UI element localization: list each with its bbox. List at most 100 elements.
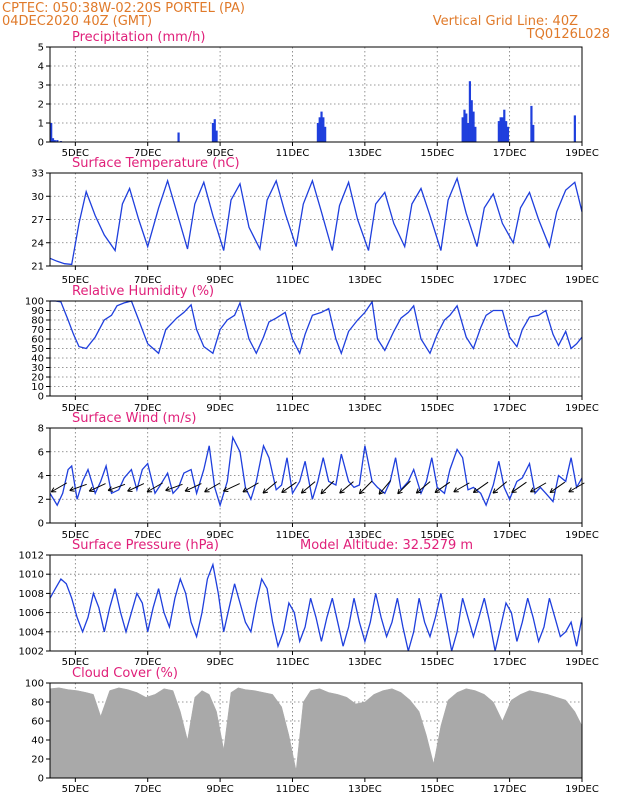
precip-bar [213,119,216,142]
panel-3: Surface Wind (m/s) 0 2 4 6 8 5DEC 7DEC 9DEC 11DEC… [38,411,599,541]
y-tick-label: 1006 [19,608,44,619]
x-tick-label: 9DEC [206,530,233,541]
y-tick-label: 1008 [19,589,44,600]
x-tick-label: 15DEC [420,530,454,541]
y-tick-label: 1 [38,119,44,130]
plot-frame [49,300,583,397]
precip-bar [499,117,502,142]
x-tick-label: 19DEC [565,275,599,286]
precip-bar [497,121,500,142]
wind-arrow-head [107,486,114,492]
x-tick-label: 5DEC [62,657,89,668]
x-tick-label: 19DEC [565,148,599,159]
precip-bar [320,111,323,142]
x-tick-label: 15DEC [420,148,454,159]
cloud-area [49,687,583,779]
x-tick-label: 5DEC [62,784,89,795]
y-tick-label: 50 [31,344,44,355]
wind-arrow-head [50,487,57,493]
wind-arrow [320,480,335,495]
x-tick-label: 19DEC [565,784,599,795]
wind-arrow [184,483,202,492]
wind-arrow [397,480,411,495]
precip-bar [211,123,215,142]
series-line [49,435,583,508]
wind-arrow-head [242,487,248,493]
wind-arrow [242,482,259,493]
y-tick-label: 21 [31,262,44,273]
wind-arrow-head [358,488,365,495]
y-tick-label: 4 [38,62,44,73]
precip-bar [573,115,576,142]
y-tick-label: 80 [31,698,44,709]
wind-arrow-head [397,488,403,495]
precip-bar [468,81,472,142]
x-tick-label: 11DEC [276,657,310,668]
x-tick-label: 7DEC [134,403,161,414]
precip-bar [505,121,508,142]
precip-bar [322,117,325,142]
x-tick-label: 9DEC [206,403,233,414]
wind-arrow [204,482,221,493]
precip-bar [503,109,506,142]
precip-bar [463,109,466,142]
wind-arrow-head [320,488,326,495]
x-tick-label: 7DEC [134,148,161,159]
precip-bar [215,130,218,142]
vertical-grid-label: Vertical Grid Line: 40Z [433,14,578,29]
x-tick-label: 13DEC [348,530,382,541]
y-tick-label: 1010 [19,570,44,581]
x-tick-label: 17DEC [493,784,527,795]
wind-arrow-head [549,487,556,494]
wind-arrow [492,481,508,494]
precip-bar [461,117,464,142]
x-tick-label: 17DEC [493,657,527,668]
x-tick-label: 13DEC [348,403,382,414]
x-tick-label: 15DEC [420,657,454,668]
precip-bar [316,123,320,142]
y-tick-label: 10 [31,382,44,393]
y-tick-label: 4 [38,471,44,482]
y-tick-label: 70 [31,325,44,336]
precip-bar [53,140,56,142]
y-tick-label: 60 [31,335,44,346]
y-tick-label: 0 [38,774,44,785]
y-tick-label: 30 [31,192,44,203]
y-tick-label: 33 [31,169,44,180]
plot-frame [49,427,583,524]
x-tick-label: 5DEC [62,403,89,414]
wind-arrow-head [127,486,133,492]
precip-bar [472,111,475,142]
x-tick-label: 7DEC [134,530,161,541]
y-tick-label: 20 [31,755,44,766]
wind-arrow-head [530,487,536,493]
x-tick-label: 19DEC [565,657,599,668]
y-tick-label: 1002 [19,647,44,658]
y-tick-label: 40 [31,354,44,365]
wind-arrow-head [165,486,171,492]
series-line [49,176,583,266]
x-tick-label: 5DEC [62,148,89,159]
model-id-label: TQ0126L028 [526,27,610,42]
wind-arrow [146,482,163,493]
y-tick-label: 100 [25,679,44,690]
x-tick-label: 13DEC [348,148,382,159]
y-tick-label: 90 [31,306,44,317]
wind-arrow [127,483,145,492]
wind-arrow [262,481,278,494]
y-tick-label: 8 [38,424,44,435]
wind-arrow [339,481,354,494]
y-tick-label: 0 [38,392,44,403]
wind-arrow [89,483,106,492]
wind-arrow [69,483,87,491]
y-tick-label: 2 [38,100,44,111]
wind-arrow [378,480,392,495]
wind-arrow [359,480,373,495]
wind-arrow-head [88,486,95,492]
plot-frame [49,172,583,267]
panel-5: Cloud Cover (%) 0 20 40 60 80 100 5DEC 7DEC 9DEC 1… [25,666,599,795]
precip-bar [506,126,510,142]
y-tick-label: 0 [38,519,44,530]
wind-arrow-head [300,488,307,494]
x-tick-label: 13DEC [348,784,382,795]
